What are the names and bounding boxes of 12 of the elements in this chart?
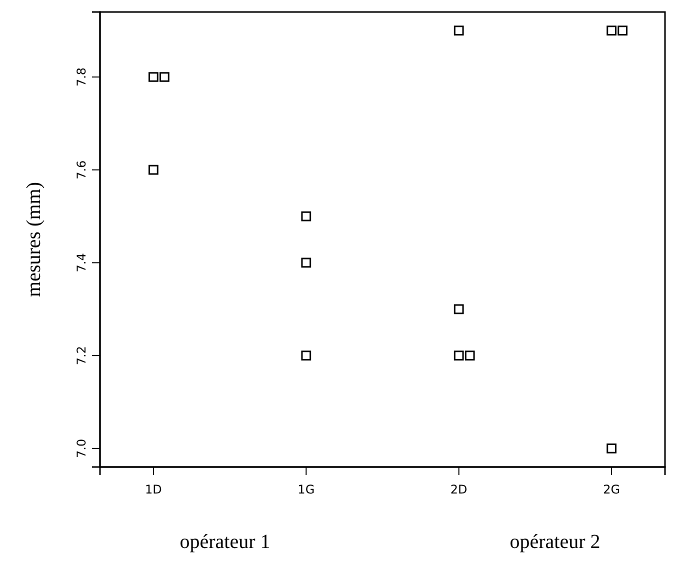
x-tick-label: 2D [450, 482, 468, 497]
x-tick-label: 1G [298, 482, 315, 497]
y-tick-label: 7.6 [74, 160, 88, 180]
x-tick-label: 1D [145, 482, 162, 497]
y-axis-title: mesures (mm) [23, 182, 45, 297]
y-tick-label: 7.0 [74, 438, 88, 458]
text: opérateur 1 [180, 531, 270, 553]
y-tick-label: 7.2 [74, 346, 88, 366]
x-tick-label: 2G [603, 482, 620, 497]
y-tick-label: 7.8 [74, 67, 88, 87]
y-tick-label: 7.4 [74, 253, 88, 272]
text: opérateur 2 [510, 531, 600, 553]
